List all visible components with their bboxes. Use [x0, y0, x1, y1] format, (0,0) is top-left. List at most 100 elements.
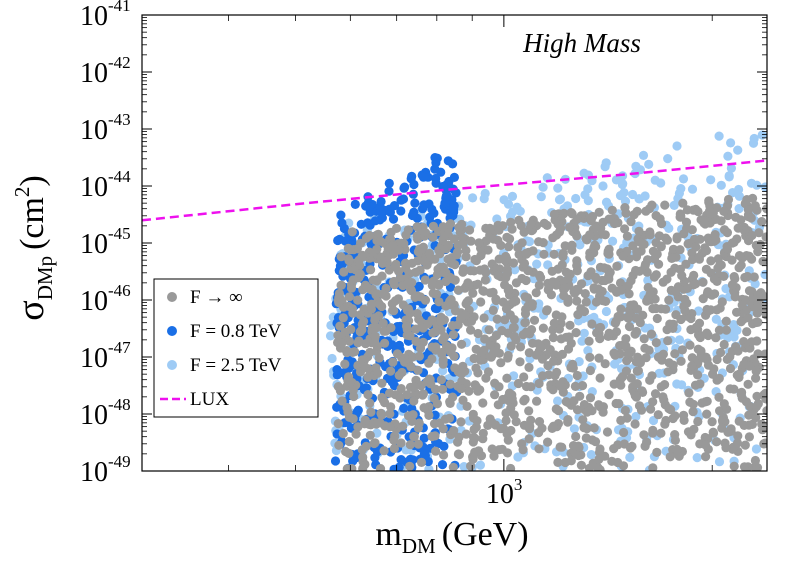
x-tick-label: 103 [486, 475, 522, 510]
data-point [733, 431, 743, 441]
data-point [702, 328, 712, 338]
data-point [711, 333, 721, 343]
data-point [749, 272, 759, 282]
data-point [385, 422, 395, 432]
data-point [557, 312, 567, 322]
data-point [424, 374, 434, 384]
data-point [502, 373, 512, 383]
data-point [732, 307, 742, 317]
data-point [632, 206, 642, 216]
data-point [751, 413, 761, 423]
legend-label: F = 2.5 TeV [190, 355, 282, 376]
data-point [701, 452, 711, 462]
legend-marker [167, 292, 177, 302]
data-point [336, 280, 346, 290]
data-point [502, 448, 513, 458]
data-point [492, 314, 502, 324]
data-point [709, 274, 720, 284]
data-point [413, 365, 423, 375]
data-point [509, 410, 519, 420]
data-point [349, 391, 359, 402]
data-point [511, 296, 521, 306]
data-point [621, 208, 631, 218]
data-point [687, 184, 698, 194]
data-point [645, 230, 655, 240]
data-point [689, 270, 699, 280]
data-point [389, 435, 399, 445]
data-point [727, 255, 737, 265]
x-axis-title: mDM (GeV) [375, 516, 528, 558]
data-point [436, 167, 446, 177]
data-point [648, 397, 658, 407]
data-point [593, 284, 603, 294]
data-point [658, 392, 668, 402]
data-point [753, 247, 763, 257]
y-tick-label: 10-48 [80, 395, 131, 431]
data-point [496, 358, 506, 368]
data-point [537, 423, 547, 433]
data-point [638, 310, 648, 320]
data-point [672, 232, 682, 242]
data-point [431, 384, 441, 394]
data-point [366, 265, 376, 275]
data-point [449, 204, 459, 214]
data-point [388, 241, 398, 251]
data-point [448, 462, 458, 471]
data-point [409, 179, 419, 190]
data-point [714, 131, 724, 141]
data-point [603, 249, 613, 259]
data-point [501, 251, 511, 262]
data-point [524, 434, 534, 444]
data-point [563, 274, 573, 284]
data-point [539, 218, 549, 228]
data-point [396, 195, 406, 205]
data-point [440, 230, 450, 240]
data-point [716, 180, 726, 190]
data-point [570, 448, 581, 458]
data-point [394, 370, 404, 380]
data-point [335, 386, 345, 396]
data-point [600, 230, 610, 240]
data-point [392, 349, 402, 359]
data-point [635, 318, 645, 328]
data-point [626, 276, 636, 286]
data-point [566, 208, 576, 218]
data-point [650, 294, 660, 304]
data-point [370, 313, 380, 323]
data-point [551, 280, 561, 290]
data-point [630, 391, 640, 401]
data-point [501, 273, 511, 283]
data-point [520, 317, 531, 328]
data-point [548, 421, 559, 431]
data-point [534, 237, 544, 247]
data-point [714, 325, 725, 335]
data-point [733, 145, 743, 155]
data-point [734, 204, 744, 214]
data-point [375, 464, 386, 471]
data-point [744, 286, 755, 296]
data-point [653, 352, 664, 362]
data-point [475, 385, 485, 395]
data-point [424, 358, 434, 368]
data-point [646, 329, 657, 339]
data-point [494, 382, 504, 392]
data-point [360, 362, 370, 372]
data-point [691, 242, 701, 252]
data-point [539, 249, 549, 259]
data-point [374, 353, 384, 363]
data-point [386, 323, 396, 333]
data-point [737, 300, 747, 310]
data-point [456, 417, 466, 427]
data-point [746, 213, 756, 223]
data-point [715, 260, 725, 270]
data-point [549, 356, 559, 366]
data-point [332, 370, 342, 380]
data-point [466, 266, 476, 276]
data-point [727, 280, 738, 290]
data-point [751, 444, 762, 454]
data-point [733, 223, 743, 233]
data-point [615, 278, 626, 288]
data-point [514, 215, 524, 225]
data-point [676, 314, 686, 325]
data-point [632, 247, 642, 257]
